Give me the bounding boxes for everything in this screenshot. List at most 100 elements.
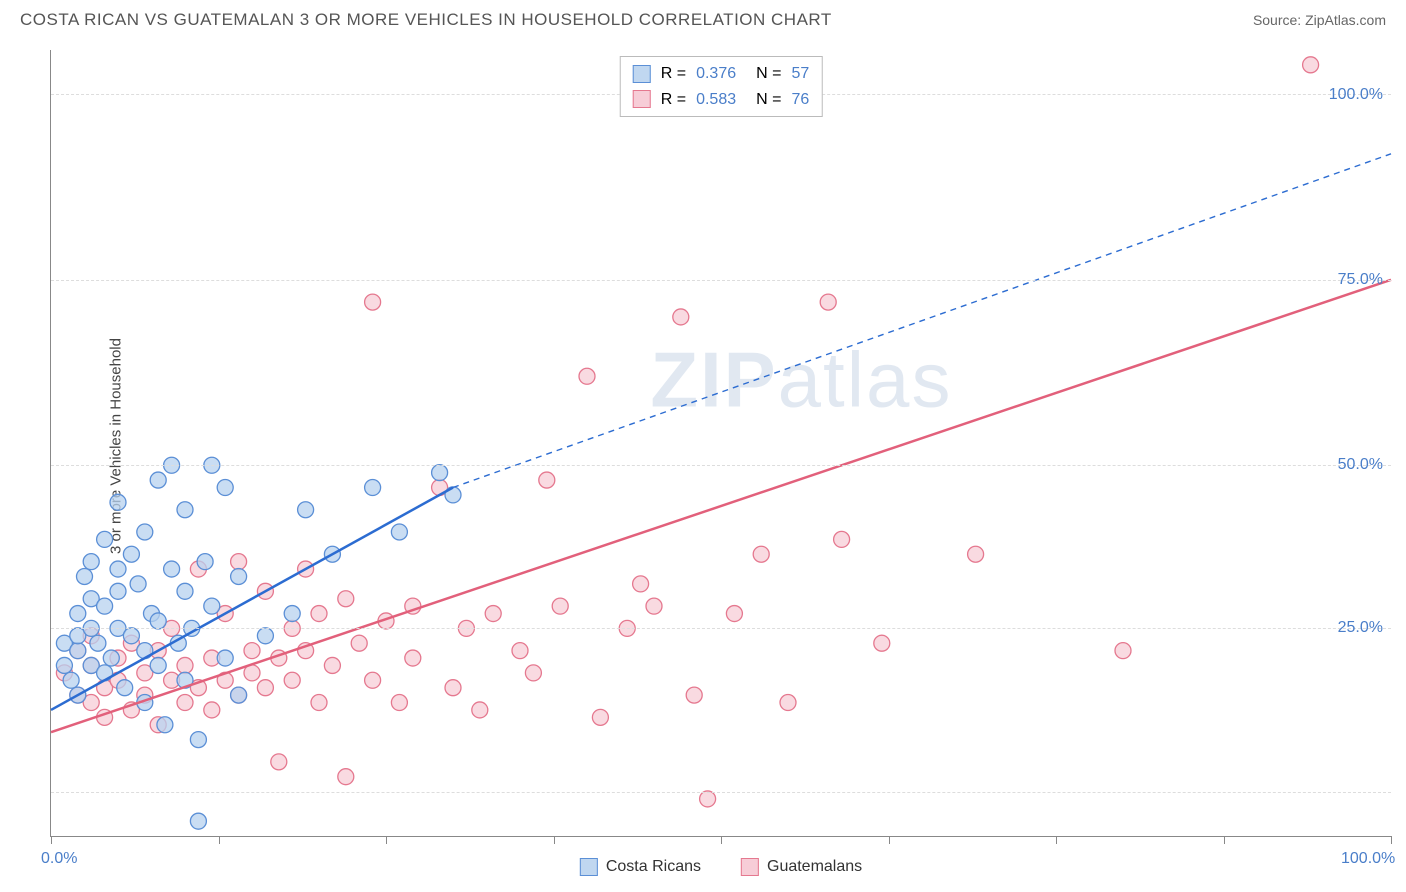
data-point — [472, 702, 488, 718]
data-point — [338, 769, 354, 785]
data-point — [257, 628, 273, 644]
n-label: N = — [756, 87, 781, 113]
scatter-svg — [51, 50, 1391, 836]
data-point — [231, 554, 247, 570]
legend-label: Costa Ricans — [606, 858, 701, 876]
data-point — [103, 650, 119, 666]
data-point — [190, 732, 206, 748]
legend-label: Guatemalans — [767, 858, 862, 876]
correlation-legend: R = 0.376 N = 57 R = 0.583 N = 76 — [620, 56, 823, 117]
data-point — [56, 657, 72, 673]
y-tick-label: 75.0% — [1338, 271, 1383, 289]
y-tick-label: 25.0% — [1338, 619, 1383, 637]
data-point — [110, 583, 126, 599]
legend-row-costa-ricans: R = 0.376 N = 57 — [633, 61, 810, 87]
data-point — [110, 561, 126, 577]
chart-title: COSTA RICAN VS GUATEMALAN 3 OR MORE VEHI… — [20, 10, 832, 30]
data-point — [391, 695, 407, 711]
r-value: 0.583 — [696, 87, 736, 113]
data-point — [365, 294, 381, 310]
data-point — [231, 687, 247, 703]
y-tick-label: 100.0% — [1329, 86, 1383, 104]
legend-row-guatemalans: R = 0.583 N = 76 — [633, 87, 810, 113]
data-point — [231, 568, 247, 584]
data-point — [217, 650, 233, 666]
legend-item-guatemalans: Guatemalans — [741, 858, 862, 876]
data-point — [77, 568, 93, 584]
data-point — [445, 680, 461, 696]
data-point — [338, 591, 354, 607]
swatch-pink — [741, 858, 759, 876]
source-attribution: Source: ZipAtlas.com — [1253, 12, 1386, 28]
data-point — [70, 606, 86, 622]
data-point — [123, 546, 139, 562]
x-tick-label: 100.0% — [1341, 850, 1395, 868]
data-point — [405, 650, 421, 666]
data-point — [633, 576, 649, 592]
data-point — [157, 717, 173, 733]
data-point — [204, 598, 220, 614]
data-point — [97, 598, 113, 614]
data-point — [150, 472, 166, 488]
data-point — [177, 583, 193, 599]
data-point — [700, 791, 716, 807]
data-point — [117, 680, 133, 696]
n-value: 57 — [791, 61, 809, 87]
data-point — [726, 606, 742, 622]
data-point — [968, 546, 984, 562]
data-point — [244, 643, 260, 659]
data-point — [284, 606, 300, 622]
data-point — [204, 702, 220, 718]
data-point — [177, 657, 193, 673]
data-point — [365, 672, 381, 688]
data-point — [137, 524, 153, 540]
data-point — [351, 635, 367, 651]
data-point — [525, 665, 541, 681]
chart-plot-area: ZIPatlas R = 0.376 N = 57 R = 0.583 N = … — [50, 50, 1391, 837]
legend-item-costa-ricans: Costa Ricans — [580, 858, 701, 876]
data-point — [1115, 643, 1131, 659]
r-label: R = — [661, 87, 686, 113]
data-point — [673, 309, 689, 325]
r-value: 0.376 — [696, 61, 736, 87]
data-point — [753, 546, 769, 562]
data-point — [311, 695, 327, 711]
data-point — [391, 524, 407, 540]
data-point — [83, 554, 99, 570]
trend-line — [51, 280, 1391, 732]
data-point — [592, 709, 608, 725]
r-label: R = — [661, 61, 686, 87]
data-point — [298, 502, 314, 518]
n-value: 76 — [791, 87, 809, 113]
data-point — [110, 494, 126, 510]
n-label: N = — [756, 61, 781, 87]
data-point — [177, 502, 193, 518]
data-point — [284, 672, 300, 688]
swatch-blue — [633, 65, 651, 83]
data-point — [834, 531, 850, 547]
data-point — [432, 465, 448, 481]
data-point — [579, 368, 595, 384]
swatch-pink — [633, 90, 651, 108]
data-point — [97, 531, 113, 547]
data-point — [271, 754, 287, 770]
data-point — [874, 635, 890, 651]
data-point — [820, 294, 836, 310]
data-point — [539, 472, 555, 488]
swatch-blue — [580, 858, 598, 876]
data-point — [197, 554, 213, 570]
data-point — [130, 576, 146, 592]
data-point — [177, 695, 193, 711]
data-point — [63, 672, 79, 688]
data-point — [90, 635, 106, 651]
data-point — [123, 628, 139, 644]
data-point — [646, 598, 662, 614]
data-point — [150, 657, 166, 673]
data-point — [365, 479, 381, 495]
data-point — [150, 613, 166, 629]
series-legend: Costa Ricans Guatemalans — [580, 858, 862, 876]
data-point — [780, 695, 796, 711]
data-point — [257, 680, 273, 696]
x-tick-label: 0.0% — [41, 850, 77, 868]
data-point — [217, 479, 233, 495]
